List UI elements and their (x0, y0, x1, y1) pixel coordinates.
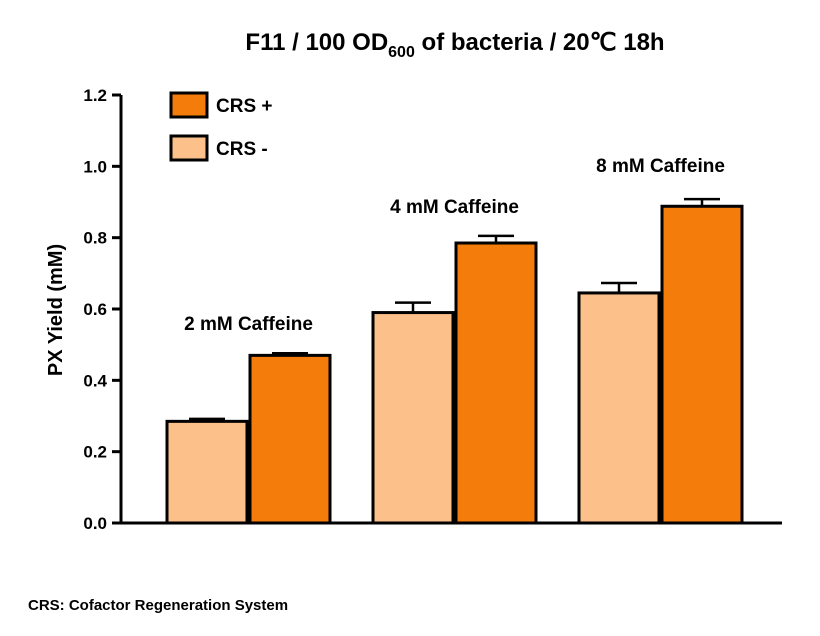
y-tick-label: 1.2 (83, 86, 107, 105)
y-axis-label: PX Yield (mM) (45, 244, 67, 376)
group-label: 4 mM Caffeine (390, 197, 519, 218)
legend-label-crs-plus: CRS + (216, 96, 273, 117)
y-tick-label: 0.4 (83, 371, 107, 390)
y-tick-label: 0.0 (83, 514, 107, 533)
bar-chart: F11 / 100 OD600 of bacteria / 20℃ 18h PX… (45, 29, 782, 533)
legend-swatch-crs-plus (169, 91, 209, 119)
bar-crs-minus-group-1 (165, 419, 249, 525)
bar-crs-plus-group-1 (248, 353, 332, 525)
bar-crs-minus-group-3 (577, 291, 661, 525)
bar-crs-plus-group-2 (454, 241, 538, 525)
legend-label-crs-minus: CRS - (216, 139, 268, 160)
group-labels: 2 mM Caffeine 4 mM Caffeine 8 mM Caffeine (184, 156, 725, 335)
group-label: 8 mM Caffeine (596, 156, 725, 177)
y-axis: 0.0 0.2 0.4 0.6 0.8 1.0 1.2 (83, 86, 123, 533)
y-tick-label: 0.6 (83, 300, 107, 319)
group-label: 2 mM Caffeine (184, 314, 313, 335)
footnote: CRS: Cofactor Regeneration System (28, 597, 289, 614)
bar-crs-plus-group-3 (660, 204, 744, 525)
chart-title: F11 / 100 OD600 of bacteria / 20℃ 18h (245, 29, 664, 61)
y-tick-label: 1.0 (83, 157, 107, 176)
bars (165, 197, 744, 525)
bar-crs-minus-group-2 (371, 311, 455, 525)
legend: CRS + CRS - (169, 91, 273, 162)
legend-swatch-crs-minus (169, 134, 209, 162)
y-tick-label: 0.2 (83, 443, 107, 462)
y-tick-label: 0.8 (83, 229, 107, 248)
